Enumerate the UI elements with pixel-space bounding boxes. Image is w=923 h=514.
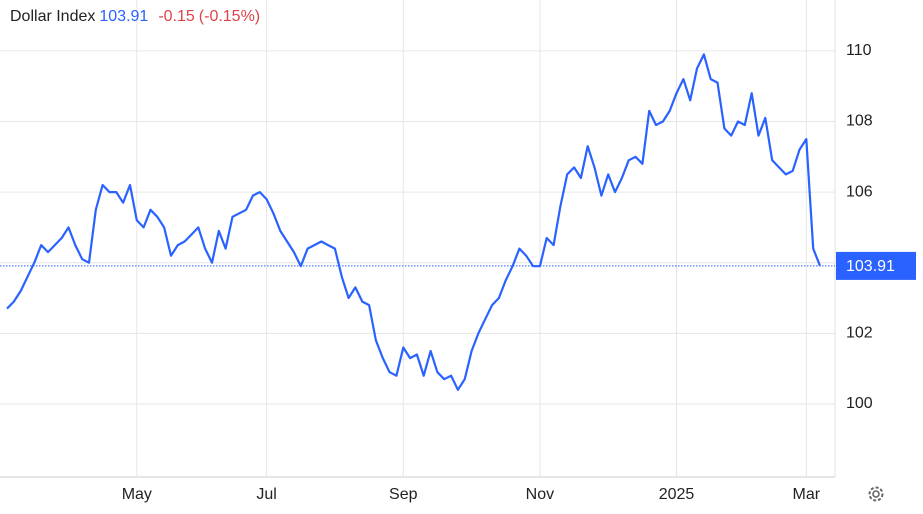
plot: 100102104106108110MayJulSepNov2025Mar103…	[0, 0, 916, 503]
gear-hub	[872, 490, 880, 498]
x-tick-label: 2025	[659, 486, 695, 503]
price-line	[6, 53, 822, 391]
x-tick-label: Nov	[526, 486, 554, 503]
x-tick-label: May	[122, 486, 152, 503]
y-tick-label: 110	[846, 42, 872, 59]
y-tick-label: 106	[846, 183, 873, 200]
instrument-name: Dollar Index	[10, 8, 96, 25]
y-tick-label: 108	[846, 113, 873, 130]
gear-teeth	[868, 486, 884, 502]
price: 103.91	[99, 8, 149, 25]
change-percent: (-0.15%)	[198, 8, 261, 25]
last-price-label: 103.91	[846, 258, 895, 275]
x-tick-label: Sep	[389, 486, 418, 503]
header: Dollar Index 103.91 -0.15 (-0.15%)	[10, 8, 264, 26]
x-tick-label: Jul	[256, 486, 276, 503]
change: -0.15	[158, 8, 195, 25]
y-tick-label: 100	[846, 395, 873, 412]
y-tick-label: 102	[846, 325, 873, 342]
x-tick-label: Mar	[793, 486, 821, 503]
settings-icon[interactable]	[868, 486, 884, 502]
last-price-badge	[836, 251, 916, 280]
